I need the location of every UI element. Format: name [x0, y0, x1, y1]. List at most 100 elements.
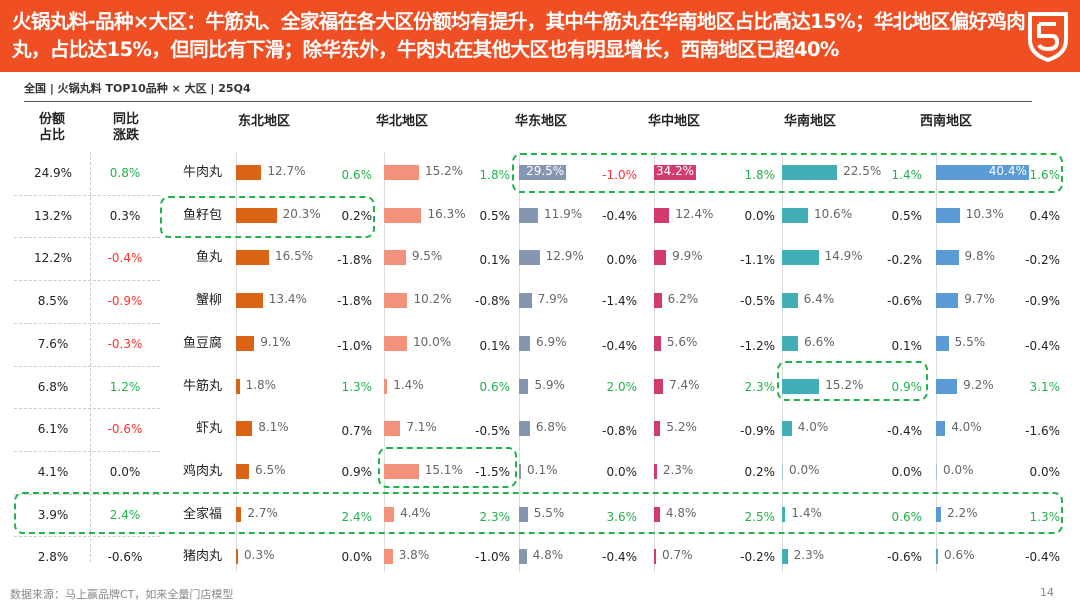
- bar-value-label: 12.7%: [267, 164, 306, 178]
- row-separator: [14, 450, 160, 452]
- bar-2: [519, 549, 527, 565]
- bar-value-label: 9.1%: [260, 334, 291, 349]
- bar-value-label: 15.1%: [424, 462, 463, 477]
- region-change-value: -0.2%: [887, 253, 922, 268]
- share-value: 3.9%: [37, 507, 69, 522]
- bar-2: [519, 421, 530, 437]
- bar-value-label: 0.0%: [943, 462, 974, 477]
- region-change-value: -0.4%: [887, 424, 922, 439]
- bar-value-label: 40.4%: [988, 164, 1027, 178]
- region-change-value: 0.1%: [891, 338, 923, 353]
- bar-3: [654, 421, 661, 437]
- region-change-value: 1.6%: [1029, 168, 1061, 182]
- bar-value-label: 6.5%: [255, 462, 286, 477]
- region-change-value: 0.0%: [1029, 464, 1061, 479]
- category-label: 全家福: [182, 506, 222, 522]
- bar-1: [384, 165, 419, 180]
- bar-1: [384, 207, 422, 223]
- bar-5: [936, 378, 958, 394]
- region-change-value: 1.3%: [341, 379, 373, 394]
- region-change-value: -0.2%: [1025, 253, 1060, 268]
- region-change-value: -0.4%: [602, 550, 637, 565]
- yoy-value: -0.3%: [107, 336, 143, 351]
- region-change-value: 3.1%: [1029, 379, 1061, 394]
- bar-1: [384, 250, 406, 266]
- bar-value-label: 10.0%: [413, 334, 452, 349]
- bar-value-label: 5.6%: [666, 334, 698, 349]
- bar-2: [519, 463, 521, 479]
- column-divider: [90, 152, 91, 562]
- bar-1: [384, 506, 395, 522]
- page-title: 火锅丸料-品种×大区：牛筋丸、全家福在各大区份额均有提升，其中牛筋丸在华南地区占…: [12, 10, 1026, 61]
- bar-value-label: 7.9%: [537, 292, 569, 307]
- region-change-value: 2.3%: [744, 379, 776, 394]
- bar-value-label: 13.4%: [268, 292, 307, 307]
- region-change-value: -0.6%: [887, 550, 922, 565]
- row-separator: [14, 194, 160, 196]
- bar-value-label: 8.1%: [258, 420, 289, 435]
- bar-value-label: 5.9%: [534, 377, 565, 392]
- share-value: 24.9%: [33, 166, 73, 180]
- bar-3: 34.2%: [654, 164, 697, 180]
- region-header-4: 华南地区: [784, 114, 837, 129]
- bar-value-label: 5.2%: [666, 420, 697, 435]
- bar-value-label: 10.2%: [413, 292, 452, 307]
- region-change-value: 0.5%: [891, 208, 923, 223]
- yoy-value: -0.6%: [107, 422, 143, 437]
- bar-0: [236, 506, 242, 522]
- bar-0: [236, 378, 240, 394]
- region-change-value: 0.0%: [891, 464, 923, 479]
- bar-value-label: 7.4%: [669, 377, 700, 392]
- region-change-value: -1.2%: [740, 338, 775, 353]
- bar-4: [782, 421, 792, 437]
- bar-value-label: 29.5%: [526, 164, 565, 178]
- bar-0: [236, 335, 255, 351]
- bar-value-label: 6.9%: [536, 334, 567, 349]
- bar-3: [654, 549, 656, 565]
- region-change-value: 0.9%: [891, 379, 923, 394]
- region-change-value: 0.1%: [479, 338, 511, 353]
- region-change-value: 0.2%: [341, 208, 373, 223]
- bar-1: [384, 378, 388, 394]
- bar-5: [936, 207, 960, 223]
- highlight-tendon-ball-south: [777, 361, 928, 401]
- category-label: 鸡肉丸: [182, 463, 222, 479]
- row-separator: [14, 322, 160, 324]
- bar-value-label: 15.2%: [825, 377, 864, 392]
- share-value: 8.5%: [37, 294, 69, 309]
- share-value: 6.8%: [37, 379, 69, 394]
- bar-value-label: 6.2%: [667, 292, 699, 307]
- region-change-value: 2.5%: [744, 509, 776, 524]
- category-label: 鱼豆腐: [182, 335, 222, 351]
- bar-value-label: 6.8%: [535, 420, 567, 435]
- bar-5: [936, 506, 942, 522]
- bar-value-label: 4.4%: [400, 505, 431, 520]
- bar-3: [654, 207, 670, 223]
- bar-value-label: 22.5%: [843, 164, 882, 178]
- bar-value-label: 3.8%: [398, 548, 430, 563]
- region-change-value: 0.0%: [606, 253, 638, 268]
- title-banner: 火锅丸料-品种×大区：牛筋丸、全家福在各大区份额均有提升，其中牛筋丸在华南地区占…: [0, 0, 1080, 72]
- region-change-value: -1.4%: [602, 294, 637, 309]
- yoy-value: 2.4%: [109, 507, 141, 522]
- yoy-header: 同比 涨跌: [96, 112, 156, 144]
- bar-value-label: 9.9%: [672, 249, 703, 264]
- bar-3: [654, 293, 662, 309]
- bar-0: [236, 463, 249, 479]
- share-value: 2.8%: [37, 550, 69, 565]
- category-label: 虾丸: [195, 421, 222, 437]
- bar-value-label: 14.9%: [824, 249, 863, 264]
- bar-value-label: 9.5%: [411, 249, 443, 264]
- bar-0: [236, 549, 238, 565]
- share-value: 13.2%: [33, 208, 73, 223]
- category-label: 鱼丸: [195, 250, 222, 266]
- bar-value-label: 2.3%: [793, 548, 825, 563]
- highlight-beef-ball-row: [512, 153, 1063, 193]
- bar-value-label: 12.9%: [545, 249, 584, 264]
- bar-value-label: 2.7%: [247, 505, 278, 520]
- bar-value-label: 10.6%: [813, 206, 853, 221]
- category-label: 牛筋丸: [182, 378, 222, 394]
- category-label: 猪肉丸: [182, 549, 222, 565]
- region-change-value: -1.0%: [337, 338, 372, 353]
- yoy-value: -0.4%: [107, 251, 143, 266]
